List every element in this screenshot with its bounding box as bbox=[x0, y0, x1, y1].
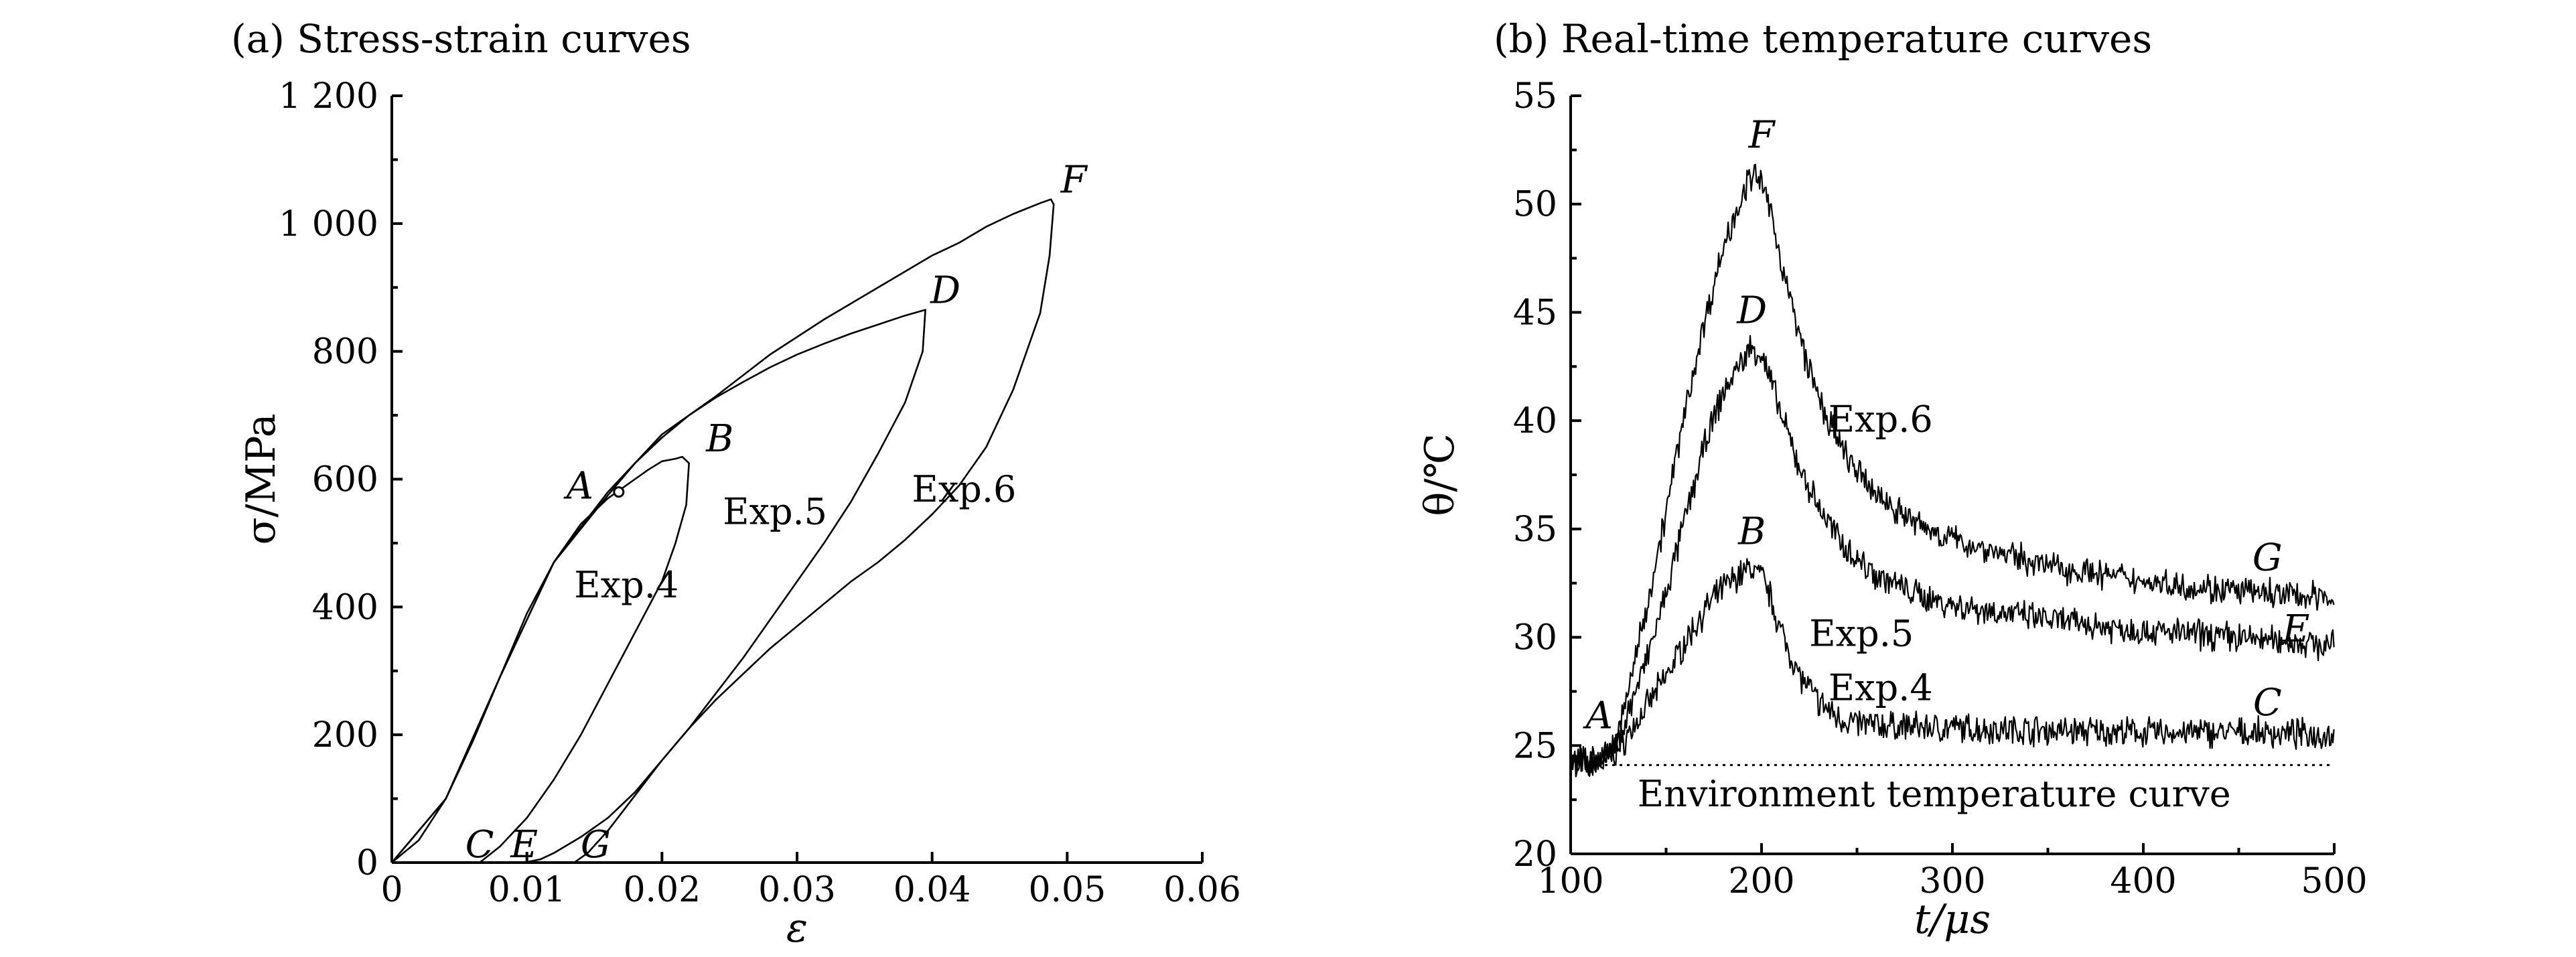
y-tick-label: 1 000 bbox=[279, 204, 378, 244]
y-tick-label: 35 bbox=[1513, 510, 1557, 550]
x-axis-label: t/μs bbox=[1914, 896, 1991, 943]
point-label-b: B bbox=[705, 417, 733, 461]
annotation-exp-6: Exp.6 bbox=[912, 468, 1016, 510]
x-tick-label: 0.06 bbox=[1163, 870, 1241, 910]
x-axis-label: ε bbox=[786, 905, 808, 952]
x-tick-label: 500 bbox=[2301, 861, 2367, 901]
y-tick-label: 20 bbox=[1513, 834, 1557, 875]
chart-b-temperature: (b) Real-time temperature curves 100 200 30… bbox=[1417, 16, 2368, 943]
y-tick-label: 200 bbox=[312, 715, 378, 755]
y-tick-label: 400 bbox=[312, 587, 378, 628]
point-label-g: G bbox=[2252, 536, 2283, 579]
x-tick-label: 0.05 bbox=[1028, 870, 1106, 910]
point-label-f: F bbox=[1060, 159, 1088, 202]
x-tick-label: 100 bbox=[1537, 861, 1603, 901]
x-tick-label: 400 bbox=[2110, 861, 2176, 901]
x-tick-label: 300 bbox=[1919, 861, 1985, 901]
annotation-exp-5: Exp.5 bbox=[723, 490, 827, 532]
point-label-a: A bbox=[1583, 694, 1613, 737]
point-a-marker bbox=[613, 486, 625, 498]
y-tick-label: 800 bbox=[312, 332, 378, 372]
chart-a-stress-strain: (a) Stress-strain curves 0 0.01 0.02 0.03 0.0… bbox=[231, 16, 1241, 952]
x-tick-label: 0.03 bbox=[758, 870, 836, 910]
series-exp4-line bbox=[1570, 558, 2335, 776]
chart-title: (b) Real-time temperature curves bbox=[1494, 16, 2152, 62]
y-tick-label: 55 bbox=[1513, 76, 1557, 117]
y-tick-label: 600 bbox=[312, 460, 378, 500]
annotation-exp-4: Exp.4 bbox=[1829, 666, 1933, 709]
series-exp6-line bbox=[391, 198, 1055, 864]
point-label-e: E bbox=[510, 823, 538, 867]
annotation-environment-temperature-curve: Environment temperature curve bbox=[1638, 773, 2231, 815]
annotation-exp-6: Exp.6 bbox=[1829, 398, 1933, 440]
x-tick-label: 0 bbox=[380, 870, 403, 910]
y-tick-label: 25 bbox=[1513, 726, 1557, 766]
y-tick-label: 50 bbox=[1513, 185, 1557, 225]
point-label-e: E bbox=[2282, 607, 2310, 651]
y-tick-label: 30 bbox=[1513, 618, 1557, 658]
point-label-g: G bbox=[581, 823, 611, 867]
y-tick-label: 40 bbox=[1513, 401, 1557, 441]
series-exp5-line bbox=[1570, 335, 2335, 778]
x-tick-label: 0.04 bbox=[893, 870, 971, 910]
x-tick-label: 0.01 bbox=[488, 870, 566, 910]
series-exp6-line bbox=[1569, 163, 2335, 778]
y-axis-label: θ/℃ bbox=[1417, 433, 1463, 516]
point-label-b: B bbox=[1737, 510, 1766, 553]
point-label-f: F bbox=[1748, 114, 1776, 157]
series-exp4-line bbox=[391, 455, 690, 864]
point-label-c: C bbox=[2253, 681, 2282, 725]
y-tick-label: 45 bbox=[1513, 293, 1557, 333]
point-label-d: D bbox=[930, 269, 960, 313]
annotation-exp-5: Exp.5 bbox=[1809, 613, 1914, 655]
point-label-c: C bbox=[466, 823, 494, 867]
annotation-exp-4: Exp.4 bbox=[574, 564, 678, 606]
y-tick-label: 1 200 bbox=[279, 76, 378, 117]
x-tick-label: 200 bbox=[1728, 861, 1794, 901]
chart-title: (a) Stress-strain curves bbox=[231, 16, 691, 62]
x-tick-label: 0.02 bbox=[623, 870, 701, 910]
y-tick-label: 0 bbox=[356, 843, 378, 883]
point-label-d: D bbox=[1736, 289, 1767, 333]
y-axis-label: σ/MPa bbox=[238, 413, 285, 544]
point-label-a: A bbox=[563, 465, 593, 508]
